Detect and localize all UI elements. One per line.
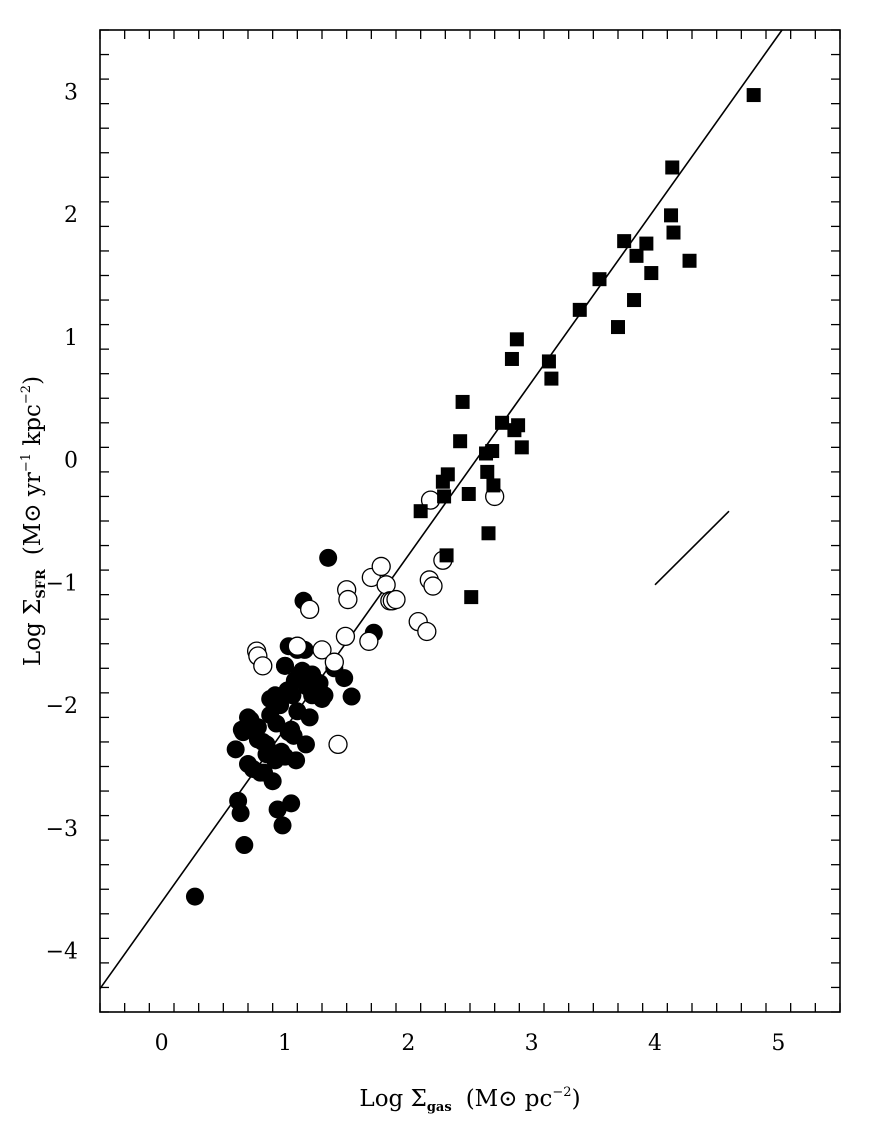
filled-square-point: [541, 354, 556, 369]
x-tick-label: 1: [278, 1031, 292, 1056]
open-circle-point: [386, 589, 406, 610]
filled-square-point: [464, 590, 479, 605]
filled-circle-point: [257, 735, 276, 754]
filled-square-point: [664, 208, 679, 223]
filled-square-point: [439, 548, 454, 563]
filled-square-point: [746, 88, 761, 103]
open-circle-point: [312, 640, 332, 660]
y-tick-label: 2: [64, 203, 78, 228]
filled-circle-point: [319, 548, 338, 567]
filled-square-point: [592, 272, 607, 287]
fit-lines: [99, 29, 783, 990]
open-circle-point: [359, 631, 379, 651]
filled-square-point: [486, 478, 501, 493]
x-tick-label: 4: [648, 1031, 662, 1056]
filled-circle-point: [255, 763, 274, 782]
filled-circle-point: [282, 794, 301, 813]
open-circle-point: [423, 576, 443, 596]
open-circle-point: [300, 599, 320, 620]
filled-square-point: [485, 444, 500, 459]
x-tick-label: 3: [525, 1031, 539, 1056]
y-tick-label: −2: [46, 694, 78, 719]
filled-square-point: [504, 351, 519, 366]
filled-square-point: [461, 486, 476, 501]
x-tick-label: 0: [155, 1031, 169, 1056]
open-circle-point: [324, 652, 344, 672]
plot-frame: [99, 29, 841, 1013]
open-circle-point: [253, 656, 273, 676]
y-axis-label: Log ΣSFR(M⊙ yr−1 kpc−2): [19, 376, 49, 666]
slope-indicator-line: [654, 510, 730, 586]
filled-circle-point: [239, 708, 257, 727]
x-tick-label: 2: [401, 1031, 415, 1056]
x-axis-label: Log Σgas (M⊙ pc−2): [359, 1085, 580, 1115]
filled-square-point: [627, 293, 642, 308]
y-tick-label: 1: [64, 326, 78, 351]
filled-circle-point: [335, 669, 354, 688]
filled-square-point: [437, 489, 452, 504]
filled-square-point: [644, 266, 659, 281]
filled-square-point: [509, 332, 524, 347]
axis-ticks: [99, 29, 841, 1013]
tick-labels: 0 1 2 3 4 5 −4 −3 −2 −1 0 1 2 3: [46, 80, 786, 1056]
filled-circle-point: [342, 687, 361, 706]
y-tick-label: 0: [64, 449, 78, 474]
filled-square-point: [495, 415, 510, 430]
filled-circle-point: [276, 656, 294, 675]
filled-circle-point: [315, 686, 334, 705]
open-circle-point: [338, 589, 358, 610]
filled-square-point: [413, 504, 428, 519]
y-tick-label: −3: [46, 817, 78, 842]
filled-square-point: [639, 236, 654, 251]
open-circle-point: [287, 636, 307, 656]
open-circle-point: [328, 734, 348, 755]
filled-square-point: [480, 464, 495, 479]
filled-square-point: [629, 248, 644, 263]
x-tick-label: 5: [771, 1031, 785, 1056]
filled-circle-point: [303, 686, 322, 705]
filled-circle-point: [276, 747, 294, 766]
y-tick-label: 3: [64, 80, 78, 105]
open-circle-point: [371, 556, 391, 577]
filled-circle-point: [231, 804, 250, 823]
filled-circle-point: [285, 671, 304, 690]
filled-circle-point: [185, 887, 204, 906]
y-tick-label: −4: [46, 940, 78, 965]
filled-square-point: [682, 253, 697, 268]
filled-circle-point: [288, 702, 307, 721]
filled-circle-point: [268, 800, 287, 819]
filled-square-point: [665, 160, 680, 175]
filled-square-point: [481, 526, 496, 541]
open-circle-point: [417, 621, 437, 642]
filled-square-point: [514, 440, 529, 455]
filled-square-point: [511, 418, 526, 433]
filled-square-point: [455, 394, 470, 409]
filled-square-point: [453, 434, 468, 449]
fit-line: [99, 29, 783, 990]
filled-circle-point: [266, 686, 285, 705]
filled-circle-point: [235, 836, 254, 855]
filled-circle-point: [279, 723, 298, 742]
filled-square-point: [440, 467, 455, 482]
filled-square-point: [611, 320, 625, 335]
filled-square-point: [572, 302, 587, 317]
y-tick-label: −1: [46, 571, 78, 596]
filled-circle-point: [226, 740, 245, 759]
filled-circle-point: [283, 686, 302, 705]
filled-square-point: [544, 371, 559, 386]
filled-square-point: [617, 234, 632, 249]
filled-circle-point: [273, 816, 292, 835]
open-circle-point: [335, 626, 356, 647]
filled-square-point: [666, 225, 681, 240]
data-points: [185, 88, 761, 906]
filled-circle-point: [296, 735, 315, 754]
